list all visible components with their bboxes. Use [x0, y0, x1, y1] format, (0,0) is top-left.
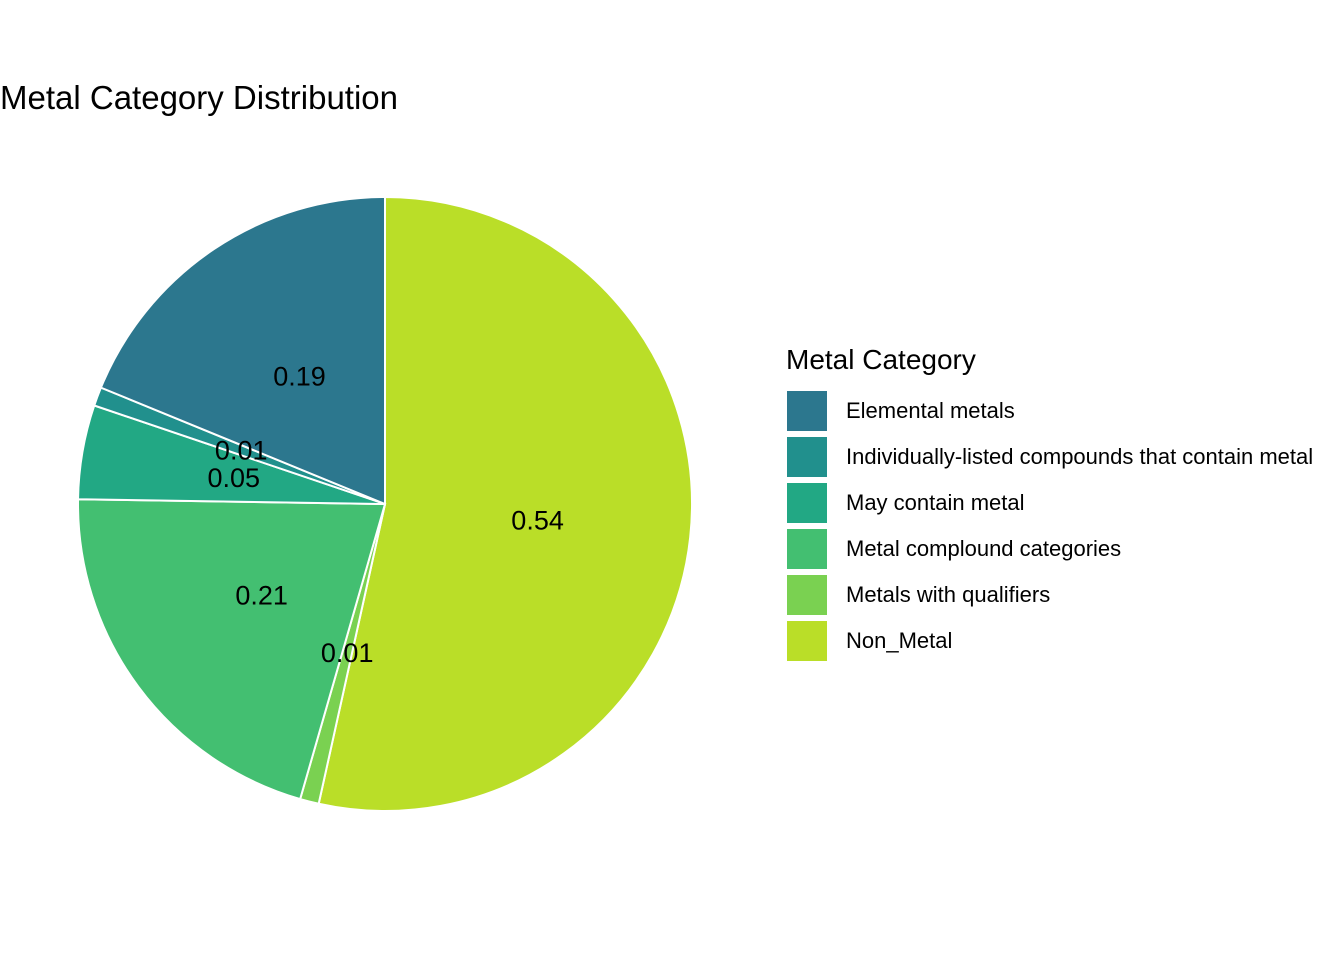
legend-item: May contain metal: [786, 480, 1313, 526]
legend-label: Non_Metal: [846, 628, 953, 653]
legend-item: Metal complound categories: [786, 526, 1313, 572]
slice-value-label: 0.01: [321, 638, 374, 668]
legend-label: Individually-listed compounds that conta…: [846, 444, 1314, 469]
legend: Metal Category Elemental metals Individua…: [786, 340, 1313, 664]
legend-items: Elemental metals Individually-listed comp…: [786, 388, 1313, 664]
legend-swatch: [786, 620, 828, 662]
legend-swatch: [786, 528, 828, 570]
legend-swatch: [786, 574, 828, 616]
legend-label: Metal complound categories: [846, 536, 1122, 561]
legend-label: Elemental metals: [846, 398, 1015, 423]
pie-labels: 0.540.010.210.050.010.19: [207, 362, 563, 668]
legend-label: May contain metal: [846, 490, 1025, 515]
legend-item: Non_Metal: [786, 618, 1313, 664]
legend-label: Metals with qualifiers: [846, 582, 1051, 607]
legend-item: Elemental metals: [786, 388, 1313, 434]
legend-item: Individually-listed compounds that conta…: [786, 434, 1313, 480]
legend-item: Metals with qualifiers: [786, 572, 1313, 618]
legend-swatch: [786, 482, 828, 524]
chart-title: Metal Category Distribution: [0, 79, 398, 116]
slice-value-label: 0.01: [215, 435, 268, 465]
legend-swatch: [786, 436, 828, 478]
slice-value-label: 0.05: [207, 463, 260, 493]
pie-slices: [77, 195, 693, 812]
legend-swatch: [786, 390, 828, 432]
pie-chart: 0.540.010.210.050.010.19: [77, 195, 693, 812]
pie-slice-non-metal: [317, 195, 693, 812]
slice-value-label: 0.19: [273, 362, 326, 392]
pie-slice-metal-complound-categories: [77, 498, 387, 801]
slice-value-label: 0.21: [235, 580, 288, 610]
legend-title: Metal Category: [786, 344, 976, 375]
slice-value-label: 0.54: [511, 506, 564, 536]
pie-slice-elemental-metals: [99, 195, 386, 506]
